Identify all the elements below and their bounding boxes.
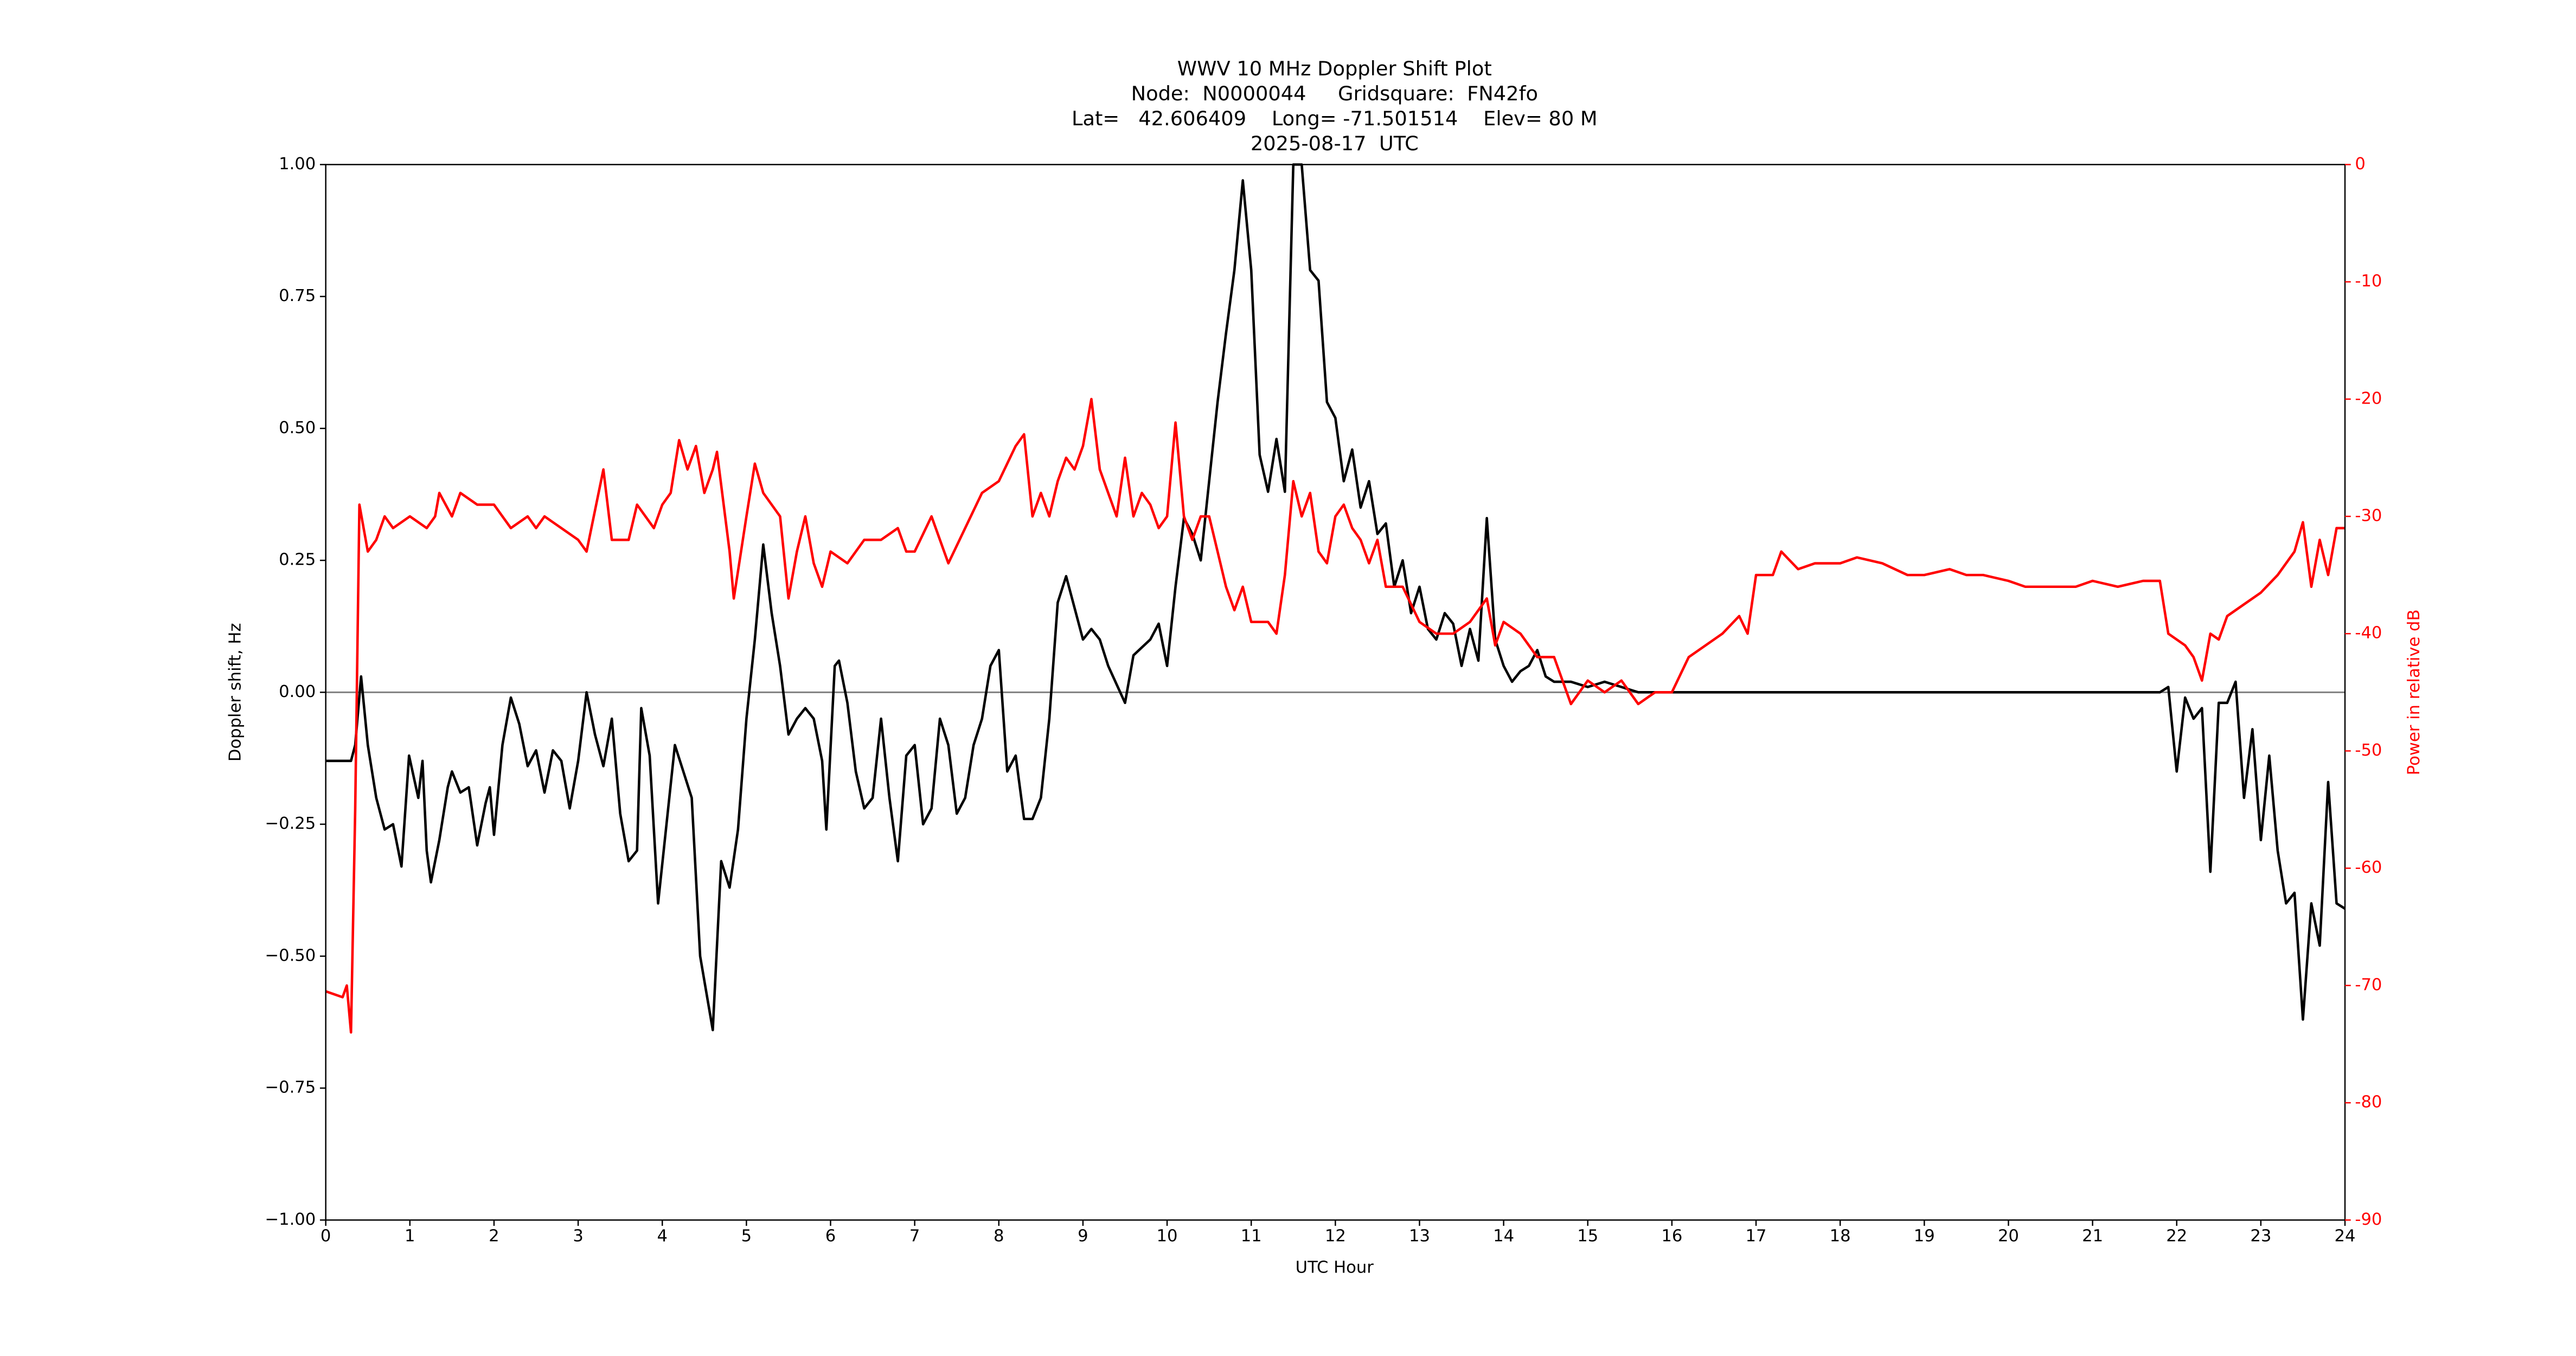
y2-tick-label: -60: [2355, 858, 2382, 877]
y-tick-label: 0.50: [279, 418, 316, 437]
x-tick-label: 20: [1998, 1226, 2019, 1245]
y-tick-label: 0.00: [279, 682, 316, 701]
x-tick-label: 24: [2335, 1226, 2356, 1245]
y2-tick-label: -80: [2355, 1093, 2382, 1112]
y2-tick-label: -70: [2355, 975, 2382, 994]
x-tick-label: 8: [994, 1226, 1004, 1245]
x-tick-label: 7: [909, 1226, 920, 1245]
x-axis-label: UTC Hour: [1296, 1258, 1374, 1277]
chart-subtitle: Node: N0000044 Gridsquare: FN42fo: [1131, 82, 1538, 105]
y2-tick-label: -20: [2355, 389, 2382, 408]
y2-tick-label: -50: [2355, 741, 2382, 760]
x-tick-label: 19: [1914, 1226, 1935, 1245]
x-tick-label: 17: [1746, 1226, 1767, 1245]
x-tick-label: 16: [1661, 1226, 1682, 1245]
y-axis-label: Doppler shift, Hz: [226, 623, 245, 762]
x-tick-label: 0: [321, 1226, 331, 1245]
x-tick-label: 1: [405, 1226, 415, 1245]
y-tick-label: −0.25: [265, 814, 316, 833]
y2-tick-label: -10: [2355, 272, 2382, 291]
x-tick-label: 14: [1493, 1226, 1514, 1245]
data-line: [325, 398, 2346, 1034]
y2-tick-label: -90: [2355, 1210, 2382, 1229]
x-tick-label: 18: [1830, 1226, 1851, 1245]
x-tick-label: 9: [1078, 1226, 1088, 1245]
y2-tick-label: -30: [2355, 507, 2382, 526]
x-tick-label: 4: [657, 1226, 668, 1245]
chart-subtitle: 2025-08-17 UTC: [1251, 132, 1419, 155]
x-tick-label: 2: [489, 1226, 499, 1245]
y-tick-label: 1.00: [279, 155, 316, 174]
y-tick-label: −1.00: [265, 1210, 316, 1229]
chart-title: WWV 10 MHz Doppler Shift Plot: [1177, 57, 1492, 80]
chart-subtitle: Lat= 42.606409 Long= -71.501514 Elev= 80…: [1072, 107, 1598, 130]
x-tick-label: 13: [1409, 1226, 1430, 1245]
x-tick-label: 22: [2166, 1226, 2187, 1245]
x-tick-label: 12: [1325, 1226, 1346, 1245]
x-tick-label: 10: [1157, 1226, 1178, 1245]
y-tick-label: 0.25: [279, 551, 316, 570]
x-tick-label: 11: [1241, 1226, 1262, 1245]
x-tick-label: 6: [825, 1226, 836, 1245]
y-tick-label: 0.75: [279, 286, 316, 305]
y-tick-label: −0.75: [265, 1078, 316, 1097]
x-tick-label: 21: [2082, 1226, 2103, 1245]
y2-axis-label: Power in relative dB: [2405, 610, 2424, 776]
y2-tick-label: 0: [2355, 155, 2366, 174]
x-tick-label: 5: [741, 1226, 752, 1245]
x-tick-label: 15: [1577, 1226, 1598, 1245]
x-tick-label: 3: [573, 1226, 584, 1245]
y2-tick-label: -40: [2355, 624, 2382, 643]
y-tick-label: −0.50: [265, 946, 316, 965]
x-tick-label: 23: [2250, 1226, 2271, 1245]
data-line: [325, 163, 2346, 1032]
